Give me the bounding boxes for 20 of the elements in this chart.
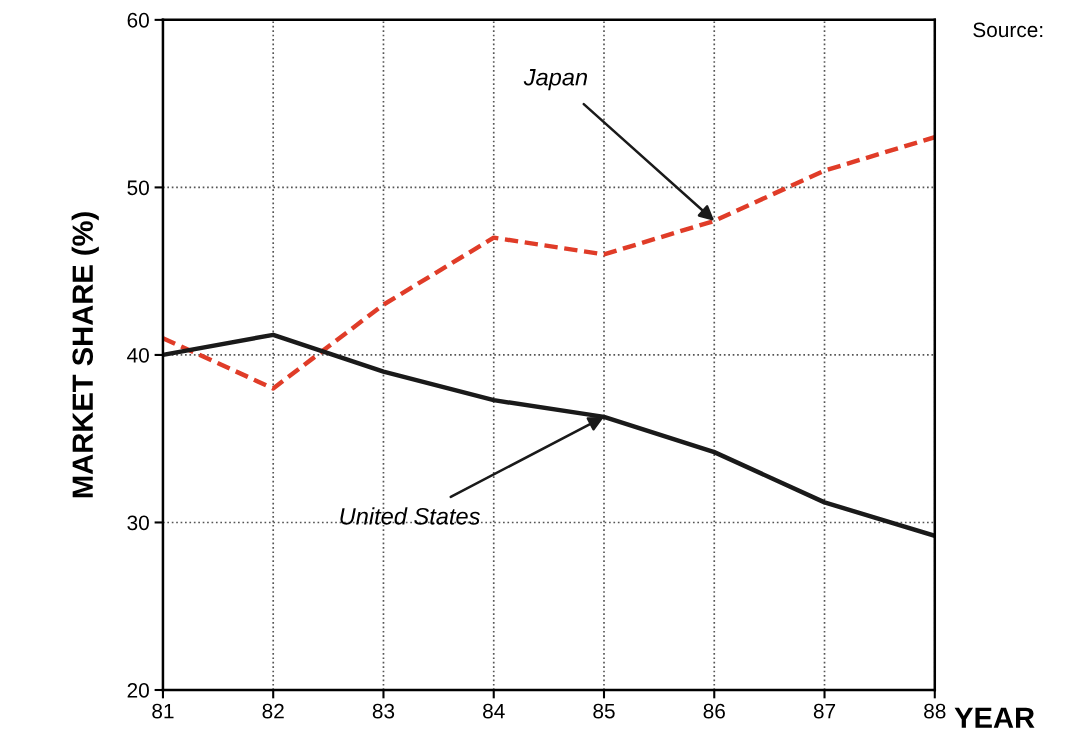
y-tick-label: 30	[127, 515, 149, 531]
x-tick-label: 83	[372, 703, 395, 719]
x-axis-title: YEAR	[954, 707, 1035, 728]
x-tick-label: 84	[483, 703, 505, 719]
source-note: Source:	[973, 22, 1043, 38]
line-series	[162, 134, 935, 391]
annotation: Japan	[523, 69, 588, 91]
y-axis-title: MARKET SHARE (%)	[71, 212, 99, 498]
y-tick-label: 20	[127, 683, 149, 698]
x-tick-label: 85	[593, 703, 615, 719]
x-tick-label: 87	[813, 703, 836, 719]
x-tick-label: 88	[924, 703, 946, 719]
y-tick-label: 40	[127, 347, 149, 363]
x-tick-label: 86	[703, 703, 725, 719]
x-tick-label: 82	[262, 703, 284, 719]
y-tick-label: 60	[127, 12, 149, 28]
x-tick-label: 81	[152, 703, 174, 719]
line-series	[162, 332, 935, 539]
y-tick-label: 50	[127, 180, 149, 196]
annotation: United States	[340, 507, 480, 525]
